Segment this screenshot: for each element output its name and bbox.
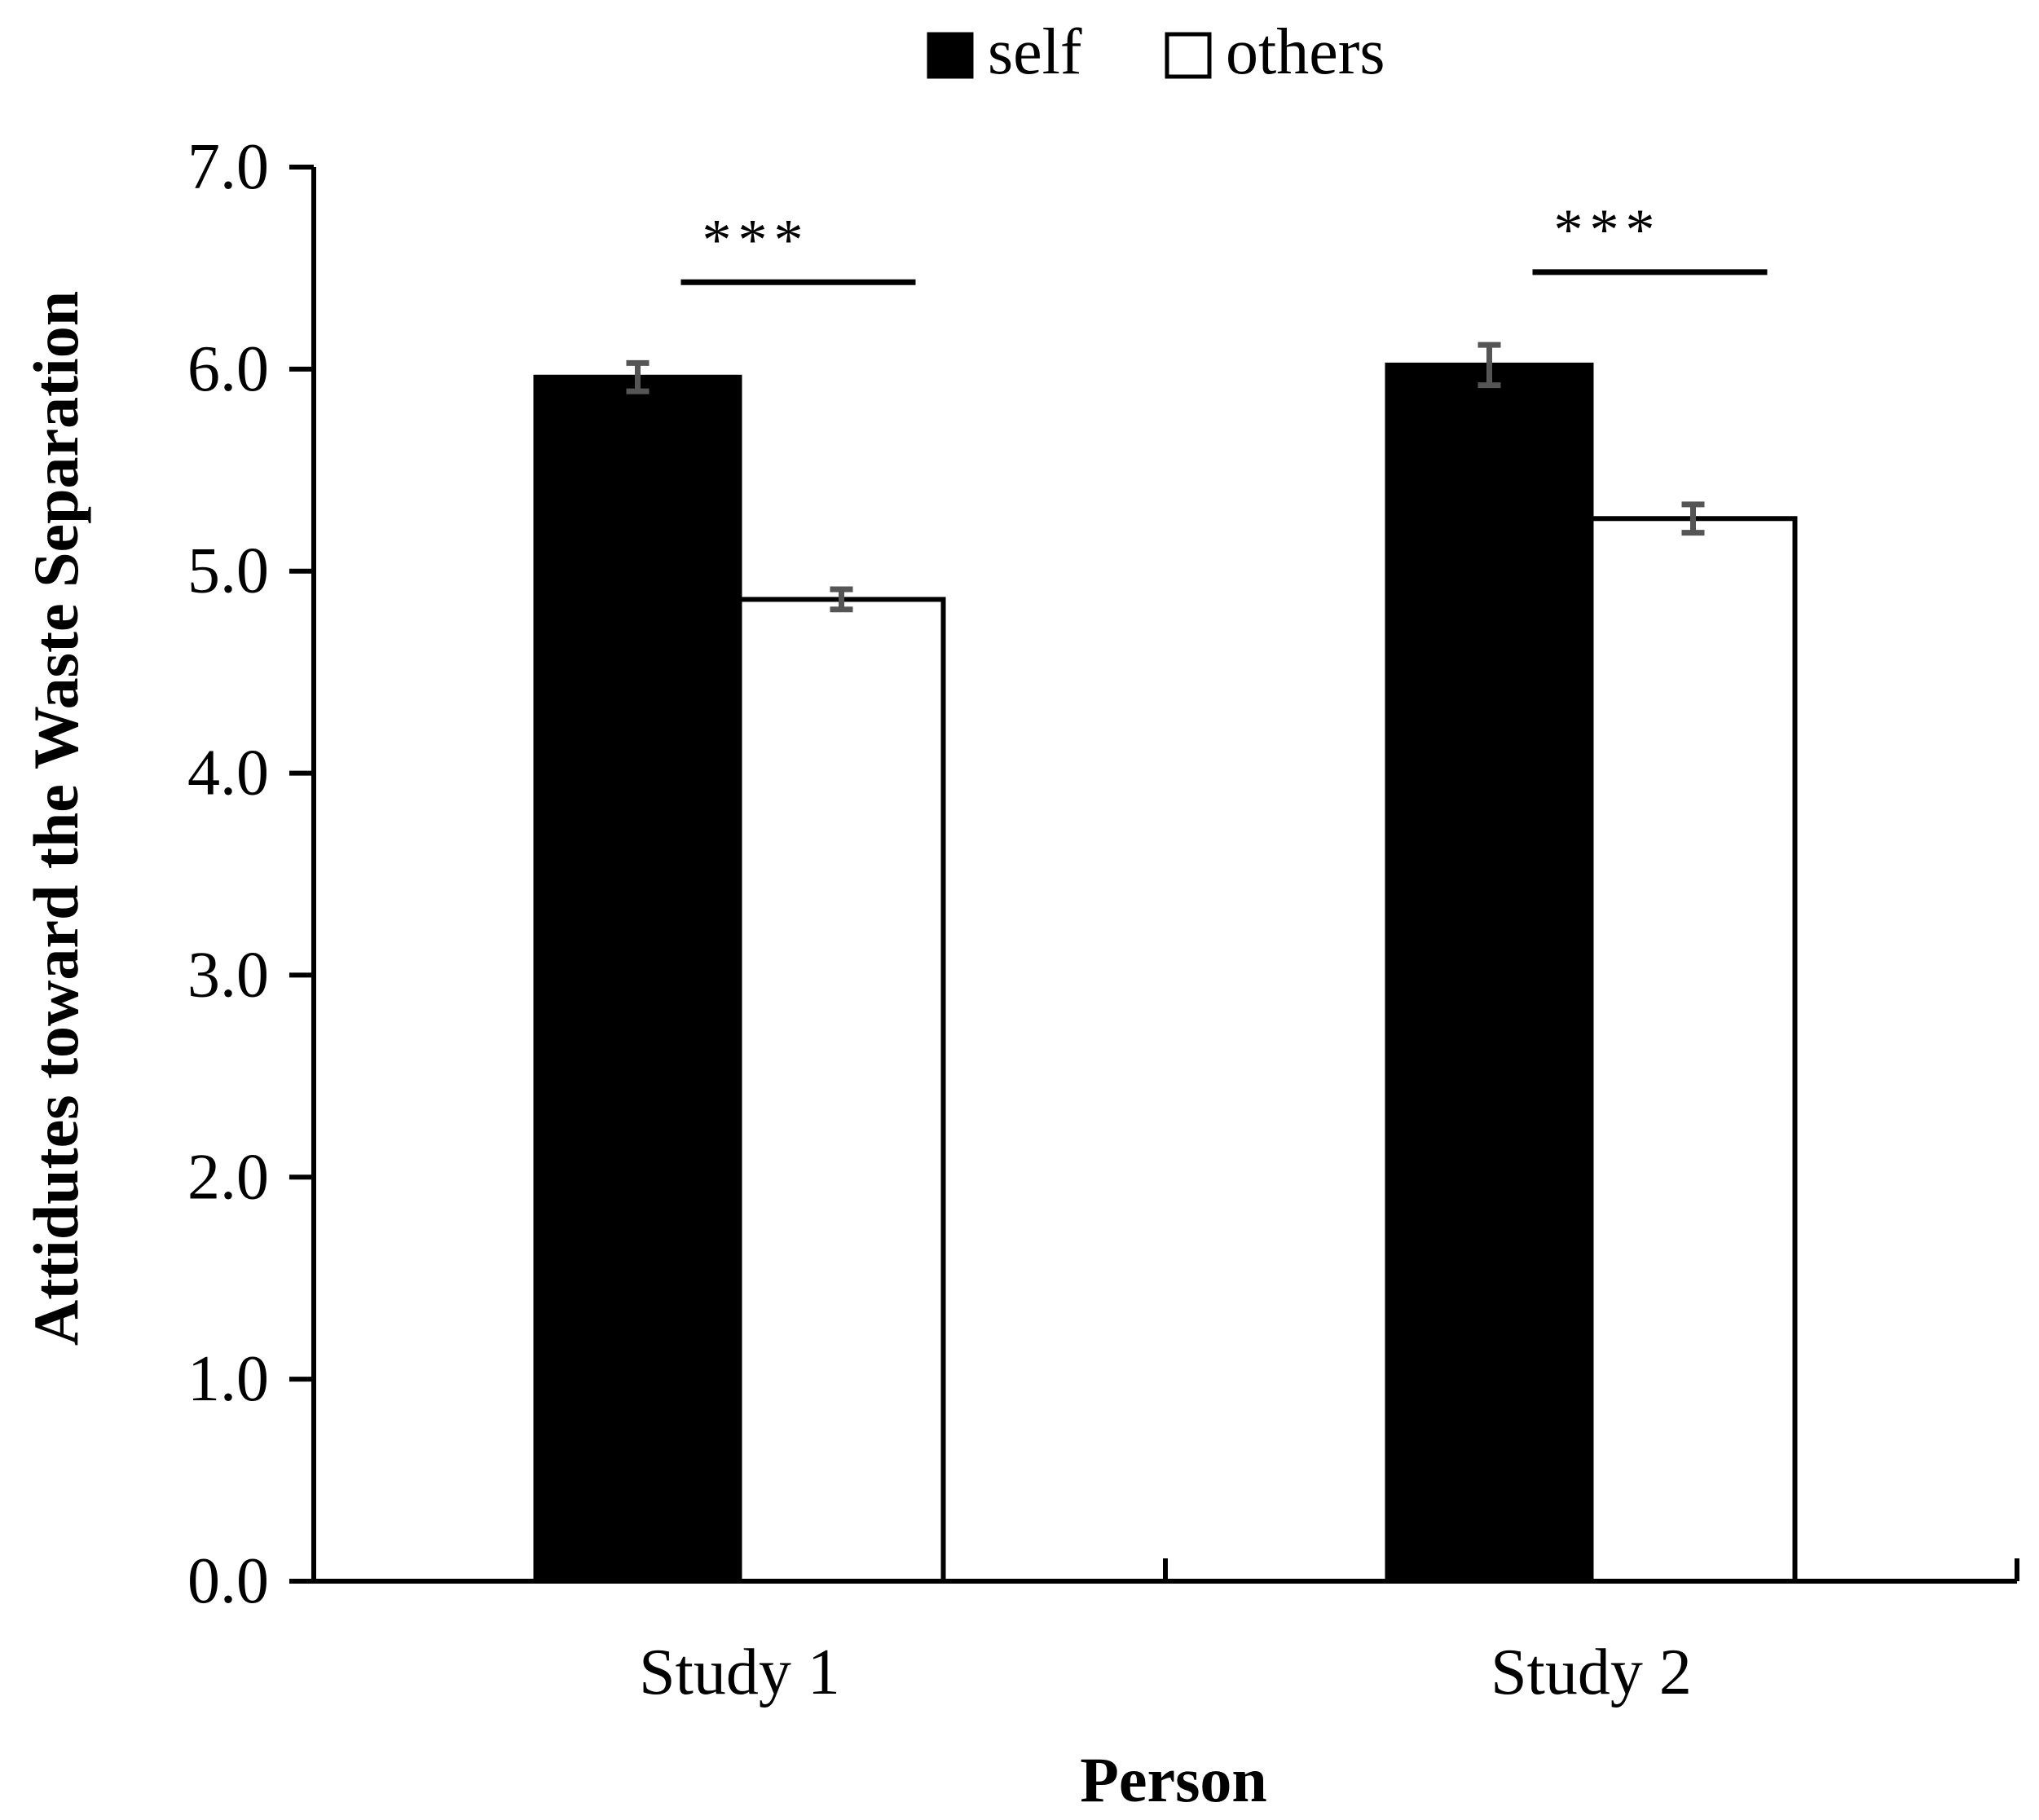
y-tick-label: 2.0 xyxy=(187,1141,269,1213)
y-tick-label: 7.0 xyxy=(187,131,269,203)
error-bar-others-0 xyxy=(830,586,853,613)
error-bar-others-1 xyxy=(1681,501,1705,536)
error-bar-self-1 xyxy=(1478,342,1501,389)
error-bars-layer xyxy=(626,342,1705,613)
axes xyxy=(289,167,2017,1584)
bar-self-1 xyxy=(1385,362,1594,1584)
y-tick-label: 3.0 xyxy=(187,939,269,1011)
bar-others-0 xyxy=(737,597,946,1584)
y-tick-label: 5.0 xyxy=(187,535,269,607)
legend-swatch-others xyxy=(1165,32,1212,79)
significance-markers: *** *** xyxy=(680,197,1768,285)
y-ticks: 0.0 1.0 2.0 3.0 4.0 5.0 6.0 7.0 xyxy=(187,131,314,1617)
bars-layer xyxy=(533,362,1798,1584)
y-tick-label: 4.0 xyxy=(187,738,269,809)
bar-self-0 xyxy=(533,374,742,1584)
x-tick-label: Study 2 xyxy=(1491,1637,1692,1708)
legend-swatch-self xyxy=(927,32,974,79)
y-tick-label: 1.0 xyxy=(187,1343,269,1415)
y-tick-label: 6.0 xyxy=(187,333,269,405)
y-axis-title: Attidutes toward the Waste Separation xyxy=(20,291,91,1346)
significance-label: *** xyxy=(1554,197,1662,262)
legend-label-self: self xyxy=(988,16,1082,88)
bar-others-1 xyxy=(1588,516,1798,1584)
error-bar-self-0 xyxy=(626,359,650,394)
significance-label: *** xyxy=(702,207,810,272)
x-axis-title: Person xyxy=(1080,1744,1267,1815)
x-tick-label: Study 1 xyxy=(639,1637,840,1708)
y-tick-label: 0.0 xyxy=(187,1545,269,1617)
legend-label-others: others xyxy=(1226,16,1385,88)
legend: self others xyxy=(927,16,1385,88)
x-ticks: Study 1 Study 2 xyxy=(639,1558,2019,1708)
